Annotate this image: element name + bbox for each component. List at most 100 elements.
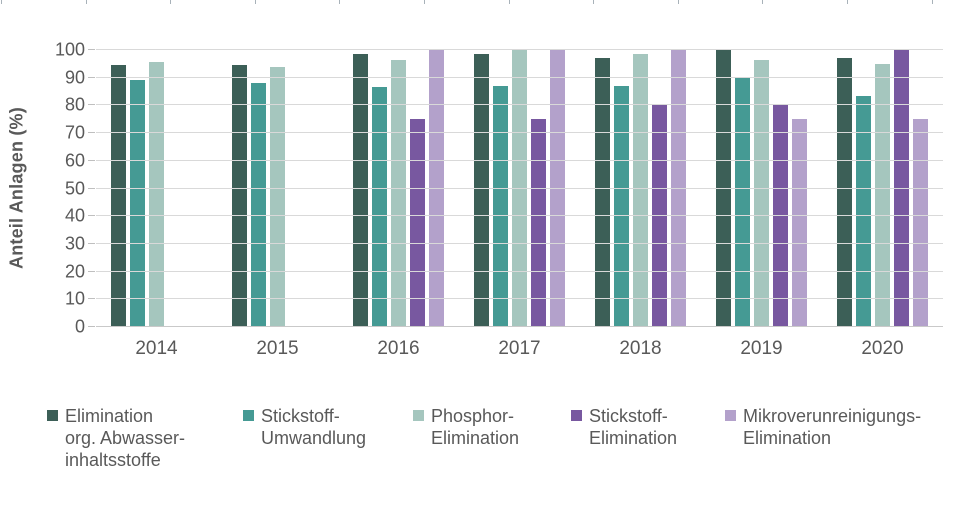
bar: [429, 50, 444, 327]
legend-swatch-icon: [571, 410, 582, 421]
x-axis-label: 2015: [256, 338, 299, 359]
legend-label: Mikroverunreinigungs- Elimination: [743, 406, 922, 448]
bar: [493, 86, 508, 327]
bar: [614, 86, 629, 327]
bar: [652, 105, 667, 327]
y-tick-label: 50: [64, 178, 85, 198]
y-axis-tick-icon: [88, 76, 95, 78]
y-tick-label: 80: [64, 94, 85, 115]
ruler-tick-icon: [339, 0, 341, 4]
x-axis-label: 2018: [619, 338, 662, 359]
y-tick-label: 0: [74, 316, 85, 337]
y-tick-label: 70: [64, 122, 85, 143]
bar-group: [580, 50, 701, 327]
gridline: [96, 159, 943, 161]
gridline: [96, 104, 943, 106]
bar-group: [338, 50, 459, 327]
bar: [671, 50, 686, 327]
gridline: [96, 132, 943, 134]
bar: [353, 54, 368, 327]
legend-item: Elimination org. Abwasser- inhaltsstoffe: [47, 405, 185, 471]
bar: [251, 83, 266, 327]
bar: [792, 119, 807, 327]
bar: [550, 50, 565, 327]
gridline: [96, 215, 943, 217]
gridline: [96, 270, 943, 272]
y-axis-tick-icon: [88, 159, 95, 161]
bar: [270, 66, 285, 327]
bar: [130, 80, 145, 327]
legend-label: Stickstoff- Elimination: [589, 406, 678, 448]
x-axis-label: 2014: [135, 338, 178, 359]
bar: [372, 87, 387, 327]
legend-item: Stickstoff- Umwandlung: [243, 405, 366, 449]
ruler-tick-icon: [593, 0, 595, 4]
y-axis-tick-icon: [88, 215, 95, 217]
bar: [111, 65, 126, 327]
bar: [633, 54, 648, 327]
bar: [410, 119, 425, 327]
bar-group: [822, 50, 943, 327]
ruler-tick-icon: [847, 0, 848, 4]
gridline: [96, 76, 943, 78]
ruler-tick-icon: [508, 0, 510, 4]
legend-item: Stickstoff- Elimination: [571, 405, 677, 449]
bar: [474, 54, 489, 327]
ruler-tick-icon: [170, 0, 172, 4]
ruler-tick-icon: [85, 0, 87, 4]
ruler-tick-icon: [931, 0, 933, 4]
x-axis-label: 2017: [498, 338, 541, 359]
legend-swatch-icon: [243, 410, 254, 421]
legend-item: Phosphor- Elimination: [413, 405, 519, 449]
bar: [232, 65, 247, 327]
y-axis-tick-icon: [88, 270, 95, 272]
legend-label: Elimination org. Abwasser- inhaltsstoffe: [65, 406, 186, 470]
y-axis-tick-icon: [88, 298, 95, 300]
bar: [391, 59, 406, 327]
y-axis-tick-icon: [88, 49, 95, 50]
y-axis-tick-icon: [88, 187, 95, 189]
ruler-tick-icon: [424, 0, 425, 4]
y-tick-label: 100: [54, 39, 85, 60]
legend-label: Phosphor- Elimination: [431, 406, 520, 448]
bar-group: [217, 50, 338, 327]
bar-groups: [96, 50, 943, 327]
x-axis-label: 2020: [861, 338, 904, 359]
ruler-tick-icon: [254, 0, 256, 4]
bar: [773, 105, 788, 327]
y-tick-label: 20: [64, 261, 85, 282]
bar: [531, 119, 546, 327]
bar-group: [96, 50, 217, 327]
bar-group: [701, 50, 822, 327]
gridline: [96, 49, 943, 50]
bar: [913, 119, 928, 327]
x-axis-label: 2019: [740, 338, 783, 359]
x-axis-labels: 2014 2015 2016 2017 2018 2019 2020: [96, 338, 943, 360]
gridline: [96, 326, 943, 327]
legend-swatch-icon: [413, 410, 424, 421]
bar: [894, 50, 909, 327]
gridline: [96, 298, 943, 300]
legend-swatch-icon: [725, 410, 736, 421]
bar: [595, 58, 610, 327]
y-axis-tick-icon: [88, 132, 95, 134]
bar: [735, 77, 750, 327]
bar-group: [459, 50, 580, 327]
ruler-tick-icon: [1, 0, 2, 4]
bar: [837, 58, 852, 327]
legend: Elimination org. Abwasser- inhaltsstoffe…: [0, 405, 971, 495]
y-axis-tick-icon: [88, 326, 95, 327]
bar: [875, 63, 890, 327]
bar: [512, 50, 527, 327]
legend-item: Mikroverunreinigungs- Elimination: [725, 405, 921, 449]
y-tick-label: 30: [64, 233, 85, 254]
gridline: [96, 242, 943, 244]
gridline: [96, 187, 943, 189]
y-axis-tick-labels: 0 10 20 30 40 50 60 70 80 90 100: [0, 40, 85, 337]
legend-label: Stickstoff- Umwandlung: [261, 406, 367, 448]
bar: [716, 50, 731, 327]
y-axis-tick-icon: [88, 104, 95, 106]
y-tick-label: 10: [64, 288, 85, 309]
x-axis-label: 2016: [377, 338, 420, 359]
